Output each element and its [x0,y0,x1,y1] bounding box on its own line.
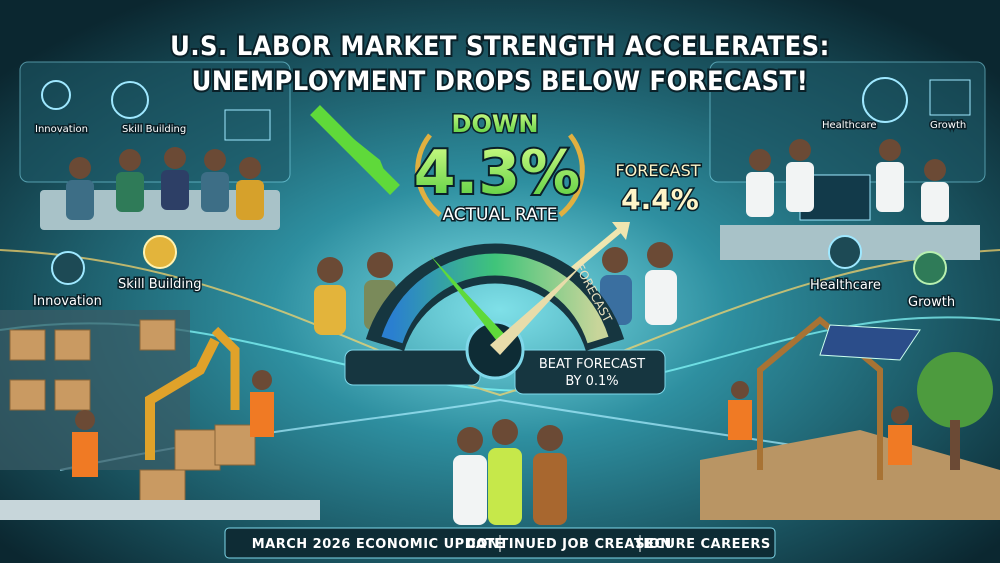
construction-scene [700,316,1000,520]
beat-line: BEAT FORECAST [539,357,645,372]
title-line: U.S. LABOR MARKET STRENGTH ACCELERATES: [170,31,830,62]
warehouse-scene [0,310,320,520]
actual-needle [430,255,510,345]
beat-line: BY 0.1% [565,374,618,389]
icon-label: Growth [908,295,955,310]
celebrating-people [314,242,677,525]
panel-label: Innovation [35,124,88,135]
forecast-label: FORECAST [615,161,700,180]
left-team-scene: Innovation Skill Building Innovation Ski… [19,61,291,311]
panel-label: Healthcare [822,120,877,131]
footer-item: MARCH 2026 ECONOMIC UPDATE [252,537,505,552]
icon-label: Innovation [33,294,102,309]
forecast-rate: 4.4% [621,183,699,216]
actual-rate: 4.3% [414,138,580,208]
icon-label: Skill Building [118,277,201,292]
down-arrow [310,105,400,195]
title-line: UNEMPLOYMENT DROPS BELOW FORECAST! [192,66,809,97]
healthcare-scene: Healthcare Growth Healthcare Growth [709,61,986,312]
laurel [415,133,585,217]
direction-label: DOWN [452,110,539,138]
footer-item: CONTINUED JOB CREATION [466,537,671,552]
icon-label: Healthcare [810,278,881,293]
actual-label: ACTUAL RATE [442,205,557,225]
panel-label: Growth [930,120,966,131]
gauge: FORECAST BEAT FORECAST BY 0.1% [344,243,666,395]
panel-label: Skill Building [122,124,186,135]
footer-item: SECURE CAREERS [635,537,771,552]
forecast-needle [490,262,585,355]
forecast-arrow [612,222,630,240]
